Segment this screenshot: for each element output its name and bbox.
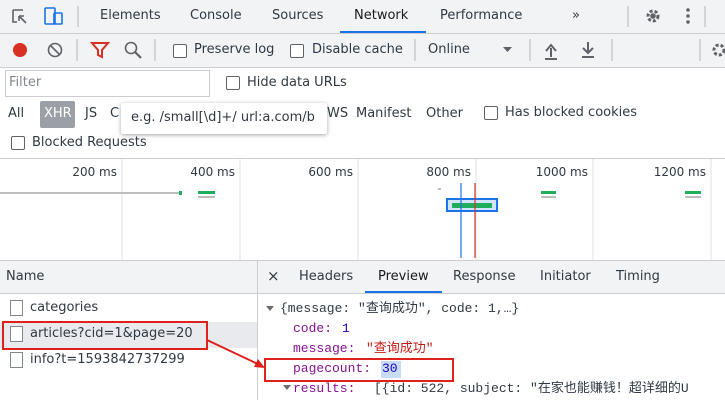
divider xyxy=(0,158,725,159)
preview-key: message: xyxy=(293,341,356,356)
selected-request-bar xyxy=(446,198,498,212)
tree-arrows xyxy=(266,306,291,390)
request-bar xyxy=(198,196,215,198)
type-filter[interactable]: Other xyxy=(426,106,463,121)
detail-tab[interactable]: Timing xyxy=(616,269,660,284)
active-underline xyxy=(365,291,442,293)
type-filter-selected-bg xyxy=(40,101,75,128)
divider xyxy=(0,260,725,261)
hide-data-urls-label[interactable]: Hide data URLs xyxy=(247,75,347,90)
more-tabs[interactable]: » xyxy=(572,8,580,23)
preview-value: [{id: 522, subject: "在家也能赚钱！超详细的U xyxy=(374,381,689,396)
type-filter[interactable]: Manifest xyxy=(356,106,412,121)
tooltip xyxy=(121,103,327,134)
timeline-tick: 1200 ms xyxy=(653,165,706,179)
detail-tab[interactable]: Initiator xyxy=(540,269,591,284)
arrow-head xyxy=(254,359,265,368)
preview-key: code: xyxy=(293,321,333,336)
tab[interactable]: Sources xyxy=(272,8,324,23)
blocked-requests-label[interactable]: Blocked Requests xyxy=(32,135,147,150)
throttling-select[interactable]: Online xyxy=(428,42,470,57)
preserve-log-label[interactable]: Preserve log xyxy=(194,42,275,57)
checkbox[interactable] xyxy=(11,136,25,150)
type-filter[interactable]: All xyxy=(8,106,25,121)
type-filter[interactable]: C xyxy=(110,106,120,121)
filter-input[interactable] xyxy=(5,70,210,97)
request-bar xyxy=(179,191,182,195)
name-header xyxy=(0,261,257,294)
request-bar xyxy=(541,196,556,198)
preview-value: 1 xyxy=(342,321,350,336)
filter-placeholder: Filter xyxy=(9,75,42,90)
request-bar xyxy=(685,196,701,198)
preview-key: pagecount: xyxy=(293,361,372,376)
request-bar xyxy=(438,188,441,190)
tab-active[interactable]: Network xyxy=(354,8,409,23)
detail-tab[interactable]: Headers xyxy=(299,269,354,284)
tooltip-text: e.g. /small[\d]+/ url:a.com/b xyxy=(131,110,315,125)
network-toolbar xyxy=(0,34,725,68)
type-filter[interactable]: JS xyxy=(85,106,98,121)
tab[interactable]: Performance xyxy=(440,8,523,23)
name-header-label[interactable]: Name xyxy=(6,269,45,284)
disable-cache-label[interactable]: Disable cache xyxy=(312,42,403,57)
request-bar xyxy=(452,203,492,208)
expand-arrow[interactable] xyxy=(283,385,291,390)
request-bar xyxy=(541,191,556,194)
type-filter[interactable]: WS xyxy=(327,106,349,121)
detail-tab-active[interactable]: Preview xyxy=(378,269,429,284)
close-button[interactable]: × xyxy=(267,267,280,285)
type-filter-selected[interactable]: XHR xyxy=(44,106,72,121)
timeline-tick: 200 ms xyxy=(72,165,117,179)
has-blocked-cookies-label[interactable]: Has blocked cookies xyxy=(505,105,638,120)
checkbox[interactable] xyxy=(226,76,240,90)
request-bar xyxy=(685,191,701,194)
preview-summary[interactable]: {message: "查询成功", code: 1,…} xyxy=(280,301,520,316)
detail-tab-bar xyxy=(258,261,725,294)
main-tab-bar xyxy=(0,0,725,34)
checkbox[interactable] xyxy=(290,44,304,58)
expand-arrow[interactable] xyxy=(266,306,274,311)
pane-divider xyxy=(257,261,258,400)
checkbox[interactable] xyxy=(173,44,187,58)
preview-key[interactable]: results: xyxy=(293,381,356,396)
preview-value: "查询成功" xyxy=(366,341,434,356)
request-name[interactable]: info?t=1593842737299 xyxy=(30,352,185,367)
request-bar xyxy=(0,192,180,194)
tab[interactable]: Console xyxy=(190,8,242,23)
request-bar xyxy=(198,191,215,194)
timeline-tick: 400 ms xyxy=(190,165,235,179)
timeline-tick: 600 ms xyxy=(308,165,353,179)
tab[interactable]: Elements xyxy=(100,8,161,23)
timeline-tick: 800 ms xyxy=(426,165,471,179)
timeline-tick: 1000 ms xyxy=(535,165,588,179)
request-name[interactable]: articles?cid=1&page=20 xyxy=(30,326,193,341)
preview-value: 30 xyxy=(382,361,398,376)
checkbox[interactable] xyxy=(484,106,498,120)
request-name[interactable]: categories xyxy=(30,300,99,315)
detail-tab[interactable]: Response xyxy=(453,269,516,284)
